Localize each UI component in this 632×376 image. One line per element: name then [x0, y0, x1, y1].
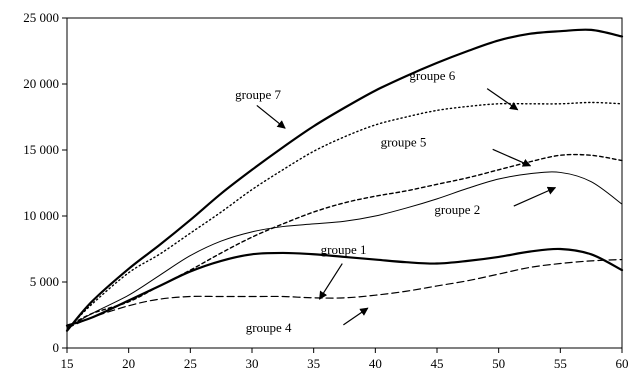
x-tick-label: 20	[122, 356, 135, 371]
series-line-groupe-2	[66, 171, 623, 329]
annotation-label: groupe 7	[235, 87, 281, 102]
plot-area-frame	[66, 17, 623, 349]
x-tick-label: 40	[369, 356, 382, 371]
x-tick-label: 55	[554, 356, 567, 371]
annotation-arrow	[256, 104, 286, 129]
annotation-arrow	[492, 148, 532, 167]
annotation-arrow	[513, 186, 557, 207]
series-line-groupe-6	[66, 101, 623, 331]
series-line-groupe-7	[65, 28, 624, 332]
x-tick-label: 15	[61, 356, 74, 371]
series-annotations: groupe 7 groupe 6 groupe 5 groupe 2 groupe 1…	[235, 68, 557, 335]
series-line-groupe-1	[65, 247, 624, 327]
annotation-label: groupe 4	[246, 320, 292, 335]
x-tick-label: 60	[616, 356, 629, 371]
series-line-groupe-4	[66, 258, 623, 329]
x-tick-label: 35	[307, 356, 320, 371]
annotation-label: groupe 5	[381, 134, 427, 149]
annotation-arrow	[319, 263, 343, 300]
y-tick-label: 15 000	[23, 142, 59, 157]
y-axis: 0 5 000 10 000 15 000 20 000 25 000	[23, 10, 67, 355]
y-tick-label: 5 000	[30, 274, 59, 289]
x-tick-label: 25	[184, 356, 197, 371]
y-tick-label: 25 000	[23, 10, 59, 25]
y-tick-label: 20 000	[23, 76, 59, 91]
series-lines	[65, 28, 624, 332]
x-tick-label: 45	[431, 356, 444, 371]
annotation-arrow	[486, 88, 519, 111]
y-tick-label: 0	[53, 340, 60, 355]
annotation-label: groupe 6	[409, 68, 455, 83]
annotation-arrow	[343, 307, 369, 326]
x-tick-label: 50	[492, 356, 505, 371]
y-tick-label: 10 000	[23, 208, 59, 223]
annotation-label: groupe 1	[321, 242, 367, 257]
x-tick-label: 30	[246, 356, 259, 371]
x-axis: 15 20 25 30 35 40 45 50 55 60	[61, 348, 629, 371]
annotation-label: groupe 2	[434, 202, 480, 217]
